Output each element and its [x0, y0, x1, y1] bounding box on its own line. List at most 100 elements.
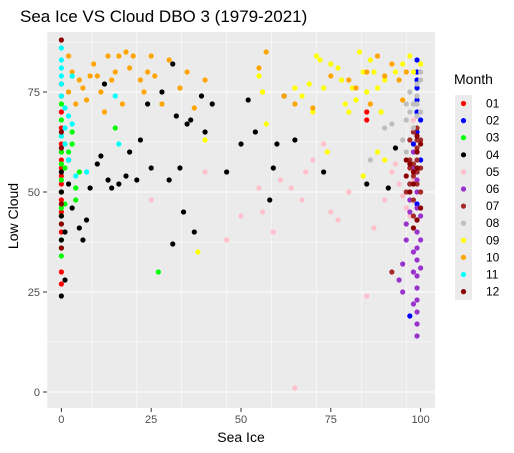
- data-point-month-06: [414, 309, 420, 315]
- data-point-month-04: [123, 173, 129, 179]
- data-point-month-04: [238, 141, 244, 147]
- data-point-month-09: [371, 69, 377, 75]
- data-point-month-07: [410, 161, 417, 167]
- data-point-month-11: [58, 45, 64, 51]
- data-point-month-04: [116, 181, 122, 187]
- data-point-month-10: [80, 85, 86, 91]
- data-point-month-10: [141, 89, 147, 95]
- data-point-month-03: [155, 269, 161, 275]
- data-point-month-05: [382, 197, 388, 203]
- data-point-month-08: [418, 77, 424, 83]
- data-point-month-09: [299, 93, 305, 99]
- data-point-month-06: [400, 289, 406, 295]
- data-point-month-12: [407, 189, 413, 195]
- data-point-month-12: [410, 181, 417, 187]
- data-point-month-10: [127, 65, 133, 71]
- data-point-month-02: [410, 141, 417, 147]
- data-point-month-04: [209, 101, 215, 107]
- data-point-month-09: [356, 49, 363, 55]
- data-point-month-12: [414, 133, 420, 139]
- data-point-month-09: [364, 89, 370, 95]
- data-point-month-11: [58, 65, 64, 71]
- data-point-month-09: [321, 85, 327, 91]
- data-point-month-10: [159, 101, 165, 107]
- data-point-month-10: [76, 77, 82, 83]
- data-point-month-04: [58, 293, 64, 299]
- data-point-month-05: [303, 169, 309, 175]
- data-point-month-10: [191, 105, 197, 111]
- data-point-month-12: [414, 165, 420, 171]
- data-point-month-10: [109, 77, 115, 83]
- legend-label-07: 07: [486, 199, 500, 213]
- data-point-month-08: [414, 81, 420, 87]
- data-point-month-10: [256, 65, 262, 71]
- data-point-month-10: [353, 85, 359, 91]
- data-point-month-10: [105, 53, 111, 59]
- data-point-month-07: [414, 137, 420, 143]
- data-point-month-10: [112, 69, 118, 75]
- data-point-month-04: [109, 185, 115, 191]
- data-point-month-10: [98, 89, 104, 95]
- data-point-month-02: [414, 129, 420, 135]
- data-point-month-01: [58, 157, 64, 163]
- legend-label-01: 01: [486, 97, 500, 111]
- data-point-month-01: [58, 197, 64, 203]
- data-point-month-06: [414, 257, 420, 263]
- data-point-month-08: [414, 113, 420, 119]
- data-point-month-10: [166, 57, 172, 63]
- data-point-month-05: [238, 213, 244, 219]
- data-point-month-09: [195, 249, 201, 255]
- legend: Month 01 02 03 04 05 06 07 08 09 10 11 12: [454, 71, 500, 301]
- data-point-month-11: [69, 121, 75, 127]
- data-point-month-12: [58, 201, 64, 207]
- data-point-month-11: [116, 141, 122, 147]
- data-point-month-10: [87, 73, 93, 79]
- data-point-month-08: [418, 69, 424, 75]
- data-point-month-04: [166, 177, 172, 183]
- legend-key-10: [460, 254, 467, 260]
- data-point-month-09: [360, 69, 366, 75]
- data-point-month-05: [321, 141, 327, 147]
- data-point-month-04: [292, 137, 298, 143]
- data-point-month-06: [414, 285, 420, 291]
- data-point-month-06: [414, 205, 420, 211]
- data-point-month-09: [202, 137, 208, 143]
- x-tick-label: 75: [325, 414, 337, 426]
- data-point-month-10: [382, 73, 388, 79]
- data-point-month-04: [202, 129, 208, 135]
- data-point-month-04: [105, 177, 111, 183]
- data-point-month-09: [367, 57, 373, 63]
- data-point-month-05: [389, 169, 395, 175]
- legend-key-05: [460, 169, 467, 175]
- data-point-month-08: [410, 125, 417, 131]
- data-point-month-03: [73, 185, 79, 191]
- data-point-month-08: [400, 137, 406, 143]
- data-point-month-05: [410, 177, 417, 183]
- legend-label-06: 06: [486, 182, 500, 196]
- data-point-month-04: [159, 89, 165, 95]
- data-point-month-09: [353, 97, 359, 103]
- data-point-month-06: [407, 209, 413, 215]
- data-point-month-04: [170, 241, 176, 247]
- data-point-month-05: [400, 193, 406, 199]
- data-point-month-06: [414, 177, 420, 183]
- data-point-month-04: [224, 169, 230, 175]
- data-point-month-03: [58, 101, 64, 107]
- data-point-month-09: [317, 57, 323, 63]
- data-point-month-08: [414, 101, 420, 107]
- legend-label-05: 05: [486, 165, 500, 179]
- data-point-month-01: [58, 209, 64, 215]
- data-point-month-06: [414, 189, 420, 195]
- data-point-month-09: [335, 65, 341, 71]
- data-point-month-01: [58, 165, 64, 171]
- legend-label-02: 02: [486, 114, 500, 128]
- data-point-month-10: [65, 89, 72, 95]
- data-point-month-04: [170, 61, 176, 67]
- data-point-month-09: [410, 69, 417, 75]
- legend-key-07: [460, 203, 467, 209]
- data-point-month-05: [392, 161, 399, 167]
- data-point-month-03: [112, 125, 118, 131]
- data-point-month-06: [414, 321, 420, 327]
- x-tick-label: 0: [58, 414, 64, 426]
- data-point-month-08: [382, 125, 388, 131]
